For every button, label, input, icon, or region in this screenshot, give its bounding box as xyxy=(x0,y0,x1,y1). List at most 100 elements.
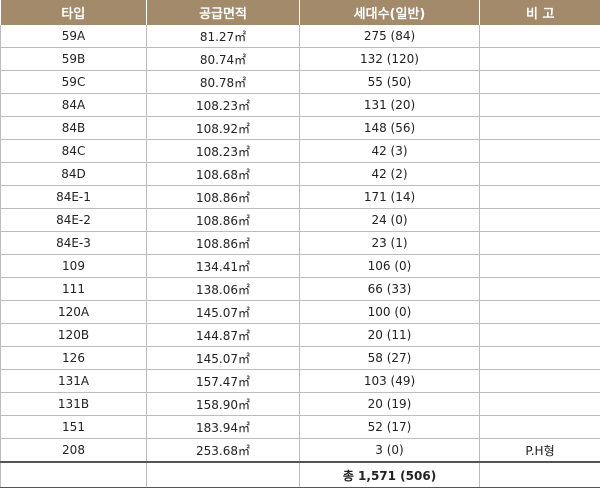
cell-area: 183.94㎡ xyxy=(147,416,300,439)
total-empty-cell xyxy=(480,462,600,488)
cell-units: 23 (1) xyxy=(300,232,480,255)
cell-type: 84E-3 xyxy=(1,232,147,255)
cell-area: 138.06㎡ xyxy=(147,278,300,301)
cell-type: 131B xyxy=(1,393,147,416)
cell-area: 80.74㎡ xyxy=(147,48,300,71)
cell-area: 108.86㎡ xyxy=(147,186,300,209)
cell-area: 144.87㎡ xyxy=(147,324,300,347)
total-units: 총 1,571 (506) xyxy=(300,462,480,488)
cell-units: 55 (50) xyxy=(300,71,480,94)
header-type: 타입 xyxy=(1,0,147,25)
cell-note xyxy=(480,209,600,232)
table-header: 타입 공급면적 세대수(일반) 비 고 xyxy=(1,0,600,25)
cell-area: 108.92㎡ xyxy=(147,117,300,140)
cell-units: 24 (0) xyxy=(300,209,480,232)
cell-units: 42 (2) xyxy=(300,163,480,186)
cell-type: 131A xyxy=(1,370,147,393)
cell-note xyxy=(480,117,600,140)
cell-area: 158.90㎡ xyxy=(147,393,300,416)
cell-area: 145.07㎡ xyxy=(147,301,300,324)
cell-units: 42 (3) xyxy=(300,140,480,163)
cell-type: 84A xyxy=(1,94,147,117)
cell-units: 3 (0) xyxy=(300,439,480,463)
cell-type: 59A xyxy=(1,25,147,48)
cell-type: 109 xyxy=(1,255,147,278)
table-footer: 총 1,571 (506) xyxy=(1,462,600,488)
cell-type: 84B xyxy=(1,117,147,140)
total-empty-cell xyxy=(147,462,300,488)
cell-units: 66 (33) xyxy=(300,278,480,301)
header-note: 비 고 xyxy=(480,0,600,25)
total-row: 총 1,571 (506) xyxy=(1,462,600,488)
cell-type: 126 xyxy=(1,347,147,370)
cell-note xyxy=(480,25,600,48)
cell-type: 59B xyxy=(1,48,147,71)
cell-note xyxy=(480,186,600,209)
cell-units: 148 (56) xyxy=(300,117,480,140)
cell-note: P.H형 xyxy=(480,439,600,463)
cell-note xyxy=(480,255,600,278)
cell-area: 253.68㎡ xyxy=(147,439,300,463)
cell-units: 100 (0) xyxy=(300,301,480,324)
header-area: 공급면적 xyxy=(147,0,300,25)
cell-note xyxy=(480,94,600,117)
cell-units: 171 (14) xyxy=(300,186,480,209)
cell-units: 131 (20) xyxy=(300,94,480,117)
cell-type: 59C xyxy=(1,71,147,94)
header-units: 세대수(일반) xyxy=(300,0,480,25)
header-row: 타입 공급면적 세대수(일반) 비 고 xyxy=(1,0,600,25)
cell-area: 157.47㎡ xyxy=(147,370,300,393)
total-empty-cell xyxy=(1,462,147,488)
cell-type: 120B xyxy=(1,324,147,347)
cell-note xyxy=(480,232,600,255)
cell-note xyxy=(480,416,600,439)
cell-area: 81.27㎡ xyxy=(147,25,300,48)
cell-units: 20 (11) xyxy=(300,324,480,347)
cell-note xyxy=(480,140,600,163)
cell-type: 84C xyxy=(1,140,147,163)
cell-note xyxy=(480,347,600,370)
cell-note xyxy=(480,324,600,347)
cell-note xyxy=(480,301,600,324)
cell-type: 151 xyxy=(1,416,147,439)
cell-note xyxy=(480,48,600,71)
cell-area: 108.23㎡ xyxy=(147,94,300,117)
cell-units: 275 (84) xyxy=(300,25,480,48)
cell-area: 80.78㎡ xyxy=(147,71,300,94)
cell-area: 108.86㎡ xyxy=(147,232,300,255)
cell-units: 106 (0) xyxy=(300,255,480,278)
cell-area: 145.07㎡ xyxy=(147,347,300,370)
cell-type: 84E-1 xyxy=(1,186,147,209)
cell-note xyxy=(480,370,600,393)
cell-type: 84E-2 xyxy=(1,209,147,232)
cell-area: 108.23㎡ xyxy=(147,140,300,163)
cell-note xyxy=(480,71,600,94)
cell-note xyxy=(480,163,600,186)
cell-note xyxy=(480,393,600,416)
cell-units: 103 (49) xyxy=(300,370,480,393)
cell-units: 132 (120) xyxy=(300,48,480,71)
cell-area: 134.41㎡ xyxy=(147,255,300,278)
cell-units: 52 (17) xyxy=(300,416,480,439)
cell-type: 208 xyxy=(1,439,147,463)
